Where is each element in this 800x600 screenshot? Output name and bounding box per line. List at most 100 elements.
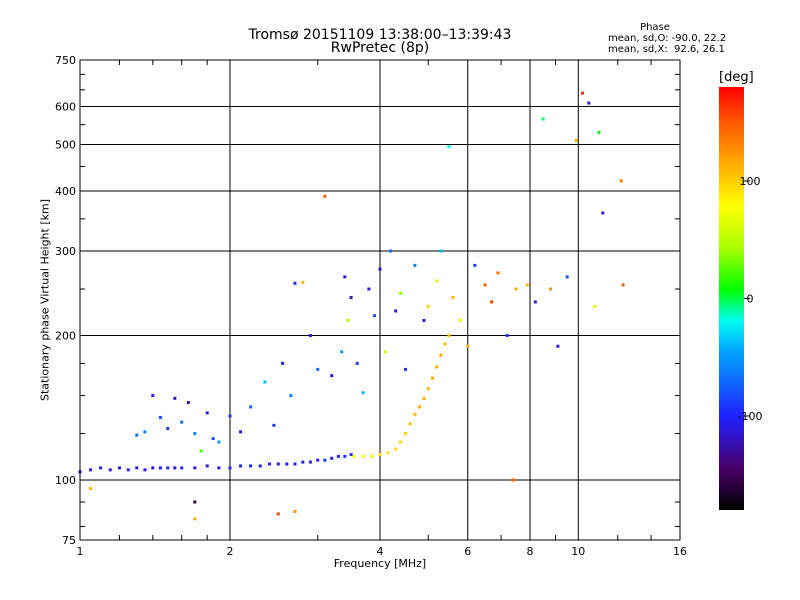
echo-point [483,283,487,287]
y-tick-label: 75 [62,534,76,547]
o-trace-point [166,466,170,470]
echo-point [621,283,625,287]
echo-point [601,211,605,215]
x-trace-point [435,365,439,369]
echo-point [549,287,553,291]
echo-point [193,432,197,436]
echo-point [173,396,177,400]
echo-point [151,394,155,398]
echo-point [228,414,232,418]
echo-point [361,391,365,395]
x-trace-point [394,447,398,451]
echo-point [217,440,221,444]
o-trace-point [330,456,334,460]
echo-point [383,350,387,354]
o-trace-point [276,462,280,466]
echo-point [239,430,243,434]
echo-point [413,263,417,267]
echo-point [89,487,93,491]
x-tick-label: 6 [464,545,471,558]
echo-point [426,304,430,308]
echo-point [565,275,569,279]
colorbar-tick-label: 100 [740,175,761,188]
x-trace-point [386,451,390,455]
x-trace-point [439,353,443,357]
echo-point [403,367,407,371]
o-trace-point [349,453,353,457]
phase-stats-x: mean, sd,X: 92.6, 26.1 [608,44,725,55]
o-trace-point [258,464,262,468]
x-tick-label: 4 [377,545,384,558]
echo-point [458,318,462,322]
y-tick-label: 500 [55,139,76,152]
echo-point [367,287,371,291]
x-trace-point [443,342,447,346]
echo-point [435,279,439,283]
echo-point [466,344,470,348]
echo-point [330,374,334,378]
chart-title: Tromsø 20151109 13:38:00–13:39:43 [248,27,512,43]
colorbar: 100 0 -100 [719,87,762,510]
chart-subtitle: RwPretec (8p) [330,40,430,56]
echo-point [593,304,597,308]
x-trace-point [361,454,365,458]
o-trace-point [193,466,197,470]
echo-point [587,101,591,105]
x-tick-label: 8 [527,545,534,558]
echo-point [166,427,170,431]
grid-lines [80,60,680,540]
x-tick-label: 1 [77,545,84,558]
y-tick-label: 200 [55,330,76,343]
echo-point [389,249,393,253]
colorbar-unit-label: [deg] [719,70,754,85]
o-trace-point [316,458,320,462]
echo-point [249,405,253,409]
x-trace-point [408,422,412,426]
o-trace-point [285,462,289,466]
x-tick-label: 16 [673,545,687,558]
o-trace-point [301,460,305,464]
echo-point [496,271,500,275]
o-trace-point [108,468,112,472]
echo-point [276,512,280,516]
echo-point [556,344,560,348]
o-trace-point [267,462,271,466]
x-tick-label: 2 [227,545,234,558]
x-tick-label: 10 [571,545,585,558]
o-trace-point [126,468,130,472]
colorbar-tick-label: 0 [747,293,754,306]
o-trace-point [205,464,209,468]
echo-point [186,401,190,405]
x-trace-point [426,387,430,391]
o-trace-point [239,464,243,468]
echo-point [281,361,285,365]
echo-point [193,517,197,521]
o-trace-point [117,466,121,470]
echo-point [511,478,515,482]
echo-point [272,423,276,427]
phase-stats-title: Phase [640,22,670,33]
echo-point [263,380,267,384]
echo-point [533,300,537,304]
x-trace-point [399,440,403,444]
echo-point [581,91,585,95]
x-trace-point [447,334,451,338]
x-trace-point [352,454,356,458]
echo-point [597,130,601,134]
o-trace-point [249,464,253,468]
echo-point [205,411,209,415]
echo-point [373,314,377,318]
o-trace-point [336,454,340,458]
o-trace-point [323,458,327,462]
echo-point [525,283,529,287]
echo-point [180,420,184,424]
echo-point [293,281,297,285]
echo-point [193,500,197,504]
echo-point [355,361,359,365]
o-trace-point [151,466,155,470]
colorbar-gradient [719,87,744,510]
o-trace-point [143,468,147,472]
echo-point [378,267,382,271]
data-points [78,91,625,521]
